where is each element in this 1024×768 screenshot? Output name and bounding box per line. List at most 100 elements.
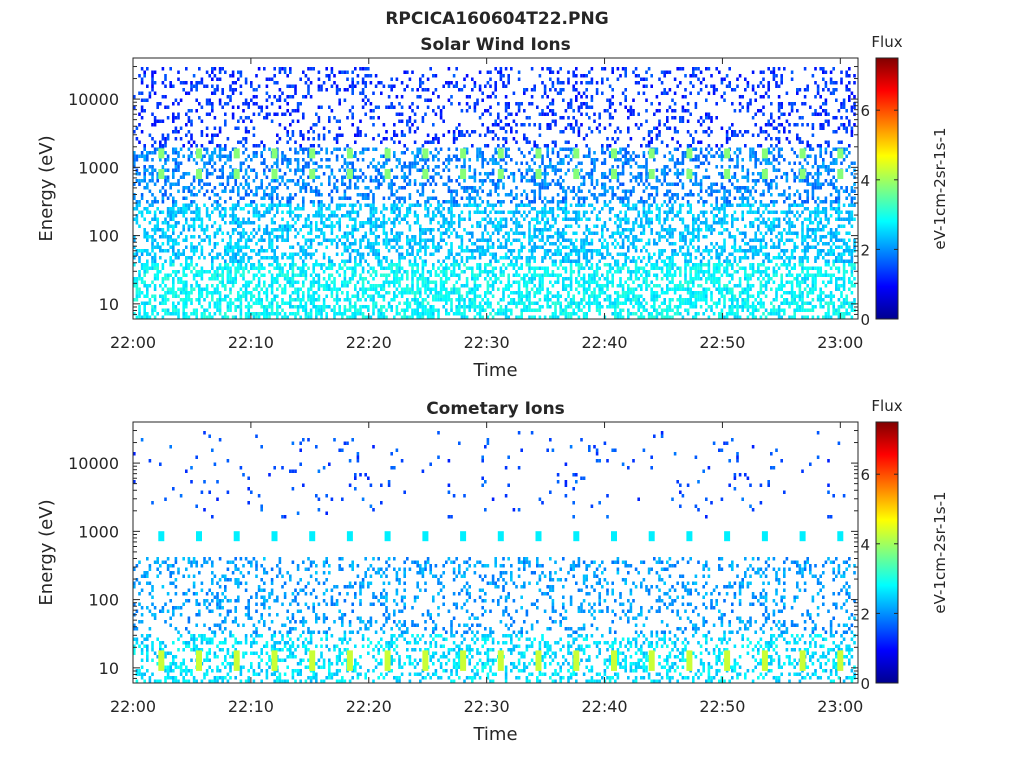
flux-cell [354, 284, 357, 288]
flux-cell [416, 203, 419, 207]
flux-cell [481, 298, 484, 302]
flux-cell [325, 287, 328, 291]
flux-cell [543, 273, 547, 277]
flux-cell [387, 273, 391, 277]
flux-cell [192, 175, 196, 179]
flux-cell [546, 186, 549, 190]
flux-cell [413, 263, 417, 267]
flux-cell [486, 263, 490, 267]
flux-cell [455, 179, 458, 183]
flux-cell [554, 294, 557, 298]
flux-cell [559, 273, 562, 277]
flux-cell [307, 252, 310, 256]
flux-cell [346, 165, 349, 169]
flux-cell [408, 287, 412, 291]
flux-cell [525, 273, 529, 277]
flux-cell [317, 277, 321, 281]
flux-cell [590, 280, 594, 284]
flux-cell [252, 312, 256, 316]
flux-cell [302, 249, 305, 253]
flux-cell [515, 228, 518, 232]
flux-cell [551, 151, 555, 155]
flux-cell [588, 151, 591, 155]
flux-cell [507, 249, 510, 253]
flux-cell [153, 119, 157, 123]
flux-cell [595, 284, 599, 288]
flux-cell [419, 291, 422, 295]
flux-cell [283, 284, 287, 288]
flux-cell [281, 238, 284, 242]
flux-cell [450, 158, 453, 162]
flux-cell [255, 301, 258, 305]
flux-cell [510, 130, 513, 134]
flux-cell [177, 270, 180, 274]
flux-cell [546, 298, 549, 302]
flux-cell [421, 277, 425, 281]
flux-cell [458, 182, 461, 186]
flux-cell [213, 273, 217, 277]
flux-cell [406, 252, 409, 256]
flux-cell [590, 291, 594, 295]
flux-cell [419, 203, 422, 207]
flux-cell [237, 249, 240, 253]
flux-cell [413, 158, 417, 162]
flux-cell [164, 189, 167, 193]
flux-cell [289, 158, 292, 162]
flux-cell [421, 273, 425, 277]
flux-cell [450, 196, 453, 200]
flux-cell [216, 305, 219, 309]
flux-cell [229, 277, 232, 281]
flux-cell [385, 256, 388, 260]
flux-cell [211, 140, 214, 144]
flux-cell [502, 291, 505, 295]
flux-cell [465, 294, 469, 298]
flux-cell [239, 116, 243, 120]
flux-cell [413, 119, 417, 123]
flux-cell [205, 308, 209, 312]
flux-cell [273, 235, 276, 239]
flux-cell [273, 74, 276, 78]
flux-cell [463, 298, 466, 302]
flux-cell [395, 95, 399, 99]
flux-cell [333, 305, 336, 309]
flux-cell [429, 238, 432, 242]
flux-cell [601, 305, 604, 309]
flux-cell [556, 70, 560, 74]
flux-cell [291, 196, 295, 200]
flux-cell [273, 228, 276, 232]
flux-cell [281, 217, 284, 221]
flux-cell [520, 203, 523, 207]
flux-cell [239, 294, 243, 298]
flux-cell [499, 221, 503, 225]
flux-cell [554, 263, 557, 267]
flux-cell [413, 112, 417, 116]
flux-cell [177, 221, 180, 225]
flux-cell [369, 224, 373, 228]
flux-cell [195, 210, 198, 214]
flux-cell [497, 210, 500, 214]
flux-cell [562, 284, 565, 288]
flux-cell [174, 224, 178, 228]
flux-cell [541, 259, 544, 263]
flux-cell [429, 270, 432, 274]
flux-cell [270, 277, 274, 281]
flux-cell [283, 291, 287, 295]
flux-cell [320, 193, 323, 197]
flux-cell [237, 70, 240, 74]
flux-cell [546, 67, 549, 71]
flux-cell [439, 277, 443, 281]
flux-cell [328, 119, 331, 123]
flux-cell [304, 263, 308, 267]
flux-cell [237, 186, 240, 190]
flux-cell [517, 249, 521, 253]
flux-cell [442, 284, 445, 288]
flux-cell [406, 123, 409, 127]
flux-cell [320, 266, 323, 270]
flux-cell [192, 277, 196, 281]
flux-cell [164, 193, 167, 197]
flux-cell [354, 270, 357, 274]
flux-cell [213, 91, 217, 95]
flux-cell [237, 298, 240, 302]
flux-cell [255, 74, 258, 78]
flux-cell [343, 277, 347, 281]
